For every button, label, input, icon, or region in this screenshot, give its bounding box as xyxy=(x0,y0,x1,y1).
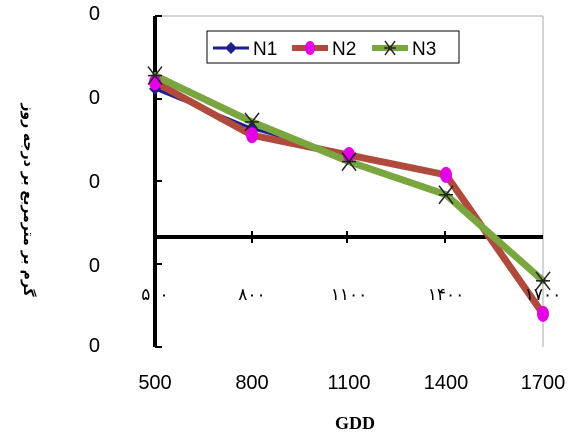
point-n2 xyxy=(440,166,452,183)
point-n3 xyxy=(438,185,454,205)
legend-marker xyxy=(305,41,315,55)
point-n2 xyxy=(246,127,258,144)
inner-axis-label: ۱۱۰۰ xyxy=(331,285,368,305)
legend-marker xyxy=(384,40,396,56)
x-tick-labels: 500 800 1100 1400 1700 xyxy=(138,372,565,394)
legend-label-n1: N1 xyxy=(253,39,277,60)
y-axis-label: گرم بر مترمربع بر درجه روز xyxy=(20,102,37,297)
point-n2 xyxy=(537,305,549,322)
inner-axis-label: ۵۰۰ xyxy=(141,285,168,305)
y-tick-label: 0 xyxy=(89,335,100,357)
y-tick-label: 0 xyxy=(89,171,100,193)
y-tick-label: 0 xyxy=(89,87,100,109)
series-line-n3 xyxy=(151,72,547,285)
x-tick-label: 1700 xyxy=(521,372,566,394)
point-n3 xyxy=(147,66,163,86)
legend-marker xyxy=(225,42,237,54)
x-tick-label: 1400 xyxy=(424,372,469,394)
inner-axis-label: ۱۴۰۰ xyxy=(428,285,465,305)
legend-label-n2: N2 xyxy=(332,39,356,60)
y-tick-labels: 0 0 0 0 0 xyxy=(89,3,100,357)
point-n2 xyxy=(149,74,161,91)
point-n3 xyxy=(244,112,260,132)
inner-axis-label: ۸۰۰ xyxy=(238,285,265,305)
x-axis-label: GDD xyxy=(335,413,375,433)
point-n2 xyxy=(343,147,355,164)
y-tick-label: 0 xyxy=(89,3,100,25)
series-lines xyxy=(147,66,551,322)
series-line-n2 xyxy=(151,78,547,318)
legend: N1 N2 N3 xyxy=(206,30,460,64)
axes xyxy=(153,15,544,348)
x-tick-label: 500 xyxy=(138,372,171,394)
inner-axis-labels: ۵۰۰ ۸۰۰ ۱۱۰۰ ۱۴۰۰ ۱۷۰۰ xyxy=(141,285,561,305)
legend-label-n3: N3 xyxy=(412,39,436,60)
point-n3 xyxy=(535,271,551,291)
series-line-n1 xyxy=(153,87,545,316)
x-tick-label: 1100 xyxy=(327,372,370,394)
inner-axis-label: ۱۷۰۰ xyxy=(525,285,562,305)
x-tick-label: 800 xyxy=(235,372,268,394)
y-tick-label: 0 xyxy=(89,255,100,277)
point-n3 xyxy=(341,152,357,172)
